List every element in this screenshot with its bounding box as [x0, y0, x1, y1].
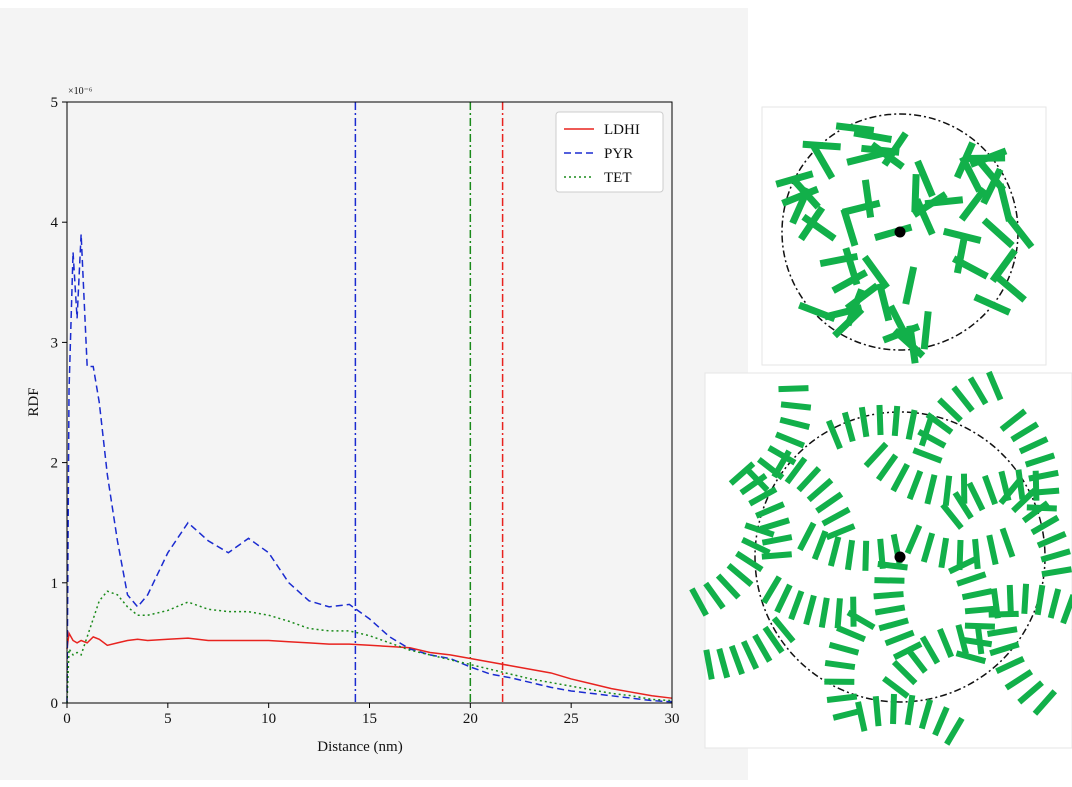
particle [1033, 471, 1040, 501]
y-tick-label: 2 [51, 456, 59, 472]
particle [862, 541, 869, 571]
particle [1007, 585, 1014, 615]
particle [890, 694, 897, 724]
y-tick-label: 0 [51, 696, 59, 712]
center-dot [895, 552, 906, 563]
x-tick-label: 0 [63, 711, 71, 727]
legend-label: PYR [604, 146, 633, 162]
diagram-panel-bottom [705, 373, 1072, 748]
x-tick-label: 15 [362, 711, 377, 727]
x-axis-label: Distance (nm) [317, 739, 402, 755]
y-axis-label: RDF [26, 387, 42, 416]
x-tick-label: 30 [665, 711, 680, 727]
x-tick-label: 10 [261, 711, 276, 727]
y-tick-label: 3 [51, 335, 59, 351]
particle [874, 577, 904, 584]
particle [989, 611, 1019, 618]
center-dot [895, 227, 906, 238]
y-tick-label: 5 [51, 95, 59, 111]
y-tick-label: 1 [51, 576, 59, 592]
x-tick-label: 5 [164, 711, 172, 727]
particle [876, 405, 883, 435]
legend-label: LDHI [604, 122, 640, 138]
particle [967, 154, 1005, 162]
particle [824, 679, 854, 685]
x-tick-label: 25 [564, 711, 579, 727]
y-offset-label: ×10⁻⁶ [68, 86, 93, 97]
legend-label: TET [604, 170, 632, 186]
particle [778, 385, 808, 392]
x-tick-label: 20 [463, 711, 478, 727]
y-tick-label: 4 [51, 215, 59, 231]
